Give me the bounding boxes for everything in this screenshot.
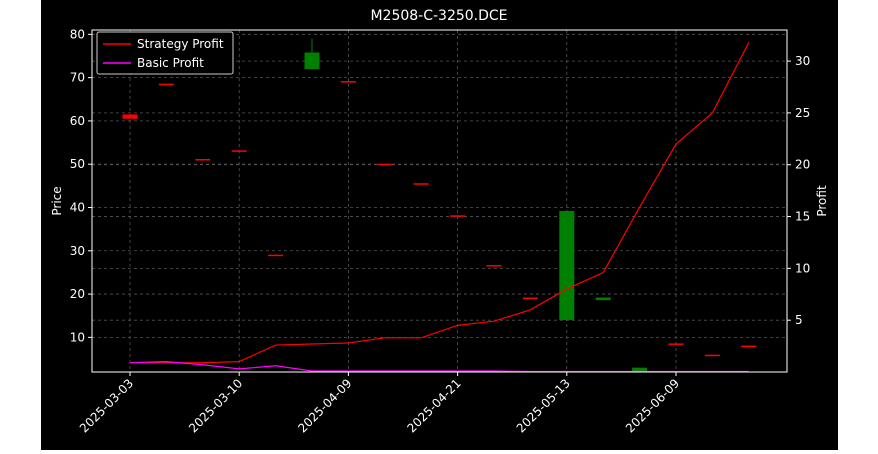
candle-body [668,343,684,345]
y2-tick-label: 10 [795,261,810,275]
x-tick-label: 2025-03-10 [186,376,245,435]
y2-axis: 5 10 15 20 25 30 [787,54,810,327]
y-tick-label: 10 [70,330,85,344]
y-tick-label: 80 [70,27,85,41]
legend-label-basic: Basic Profit [137,56,204,70]
candle-body [595,297,611,301]
strategy-profit-line [130,42,750,364]
y-tick-label: 20 [70,287,85,301]
candlestick-chart: M2508-C-3250.DCE 10 20 30 40 50 60 70 80 5 10 15 2… [50,8,829,435]
candle-body [122,114,138,119]
plot-frame [91,29,788,373]
candle-body [632,367,648,372]
candle-body [486,265,502,267]
basic-profit-line [129,361,749,373]
y2-axis-label: Profit [815,185,829,217]
y2-tick-label: 5 [795,313,803,327]
candle-body [741,345,757,348]
y-axis-label: Price [50,186,64,215]
y-tick-label: 50 [70,157,85,171]
x-axis: 2025-03-03 2025-03-10 2025-04-09 2025-04-21… [77,372,682,435]
x-tick-label: 2025-03-03 [77,376,136,435]
y-axis: 10 20 30 40 50 60 70 80 [70,27,92,344]
candle-body [158,83,174,86]
profit-lines [129,42,750,373]
y-tick-label: 70 [70,71,85,85]
candle-body [377,163,393,166]
candle-body [450,215,466,217]
x-tick-label: 2025-05-13 [514,376,573,435]
candle-body [340,81,356,83]
x-tick-label: 2025-06-09 [623,376,682,435]
y2-tick-label: 25 [795,106,810,120]
candle-body [559,210,575,321]
grid [92,30,787,372]
candle-body [413,183,429,185]
y-tick-label: 60 [70,114,85,128]
legend-label-strategy: Strategy Profit [137,37,224,51]
y-tick-label: 40 [70,200,85,214]
candle-body [195,159,211,161]
y2-tick-label: 15 [795,210,810,224]
y-tick-label: 30 [70,244,85,258]
y2-tick-label: 30 [795,54,810,68]
chart-title: M2508-C-3250.DCE [370,8,507,24]
x-tick-label: 2025-04-09 [295,376,354,435]
candle-body [304,52,320,69]
candles [122,38,757,372]
x-tick-label: 2025-04-21 [405,376,464,435]
candle-body [704,354,720,357]
candle-body [231,150,247,152]
y2-tick-label: 20 [795,158,810,172]
candle-body [268,254,284,257]
chart-area: M2508-C-3250.DCE 10 20 30 40 50 60 70 80 5 10 15 2… [41,0,838,450]
legend: Strategy Profit Basic Profit [96,31,234,75]
candle-body [522,297,538,300]
